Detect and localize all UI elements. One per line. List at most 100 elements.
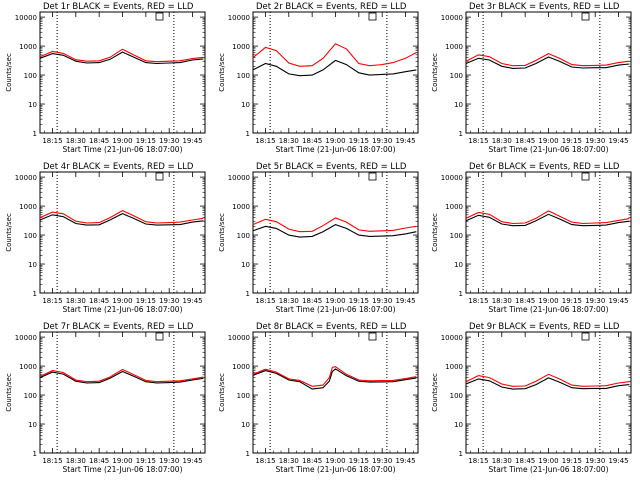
x-axis-label: Start Time (21-Jun-06 18:07:00) [489, 305, 609, 314]
x-tick-label: 19:30 [585, 457, 605, 465]
y-tick-label: 1 [459, 130, 463, 138]
plot-frame [39, 171, 206, 294]
y-tick-label: 10 [454, 421, 463, 429]
x-tick-label: 19:30 [585, 137, 605, 145]
x-tick-label: 18:15 [468, 137, 488, 145]
plot-frame [252, 11, 419, 134]
x-tick-label: 19:45 [182, 457, 202, 465]
x-tick-label: 19:00 [538, 297, 558, 305]
detector-panel: Det 6r BLACK = Events, RED = LLD 1 10 100 10… [431, 162, 632, 314]
plot-frame [39, 331, 206, 454]
y-tick-label: 10000 [228, 14, 250, 22]
x-tick-label: 19:00 [538, 137, 558, 145]
y-tick-label: 100 [237, 72, 250, 80]
legend-marker [581, 172, 590, 181]
x-tick-label: 18:15 [255, 137, 275, 145]
x-tick-label: 18:45 [89, 457, 109, 465]
x-tick-label: 18:30 [492, 137, 512, 145]
x-tick-label: 19:30 [372, 457, 392, 465]
x-tick-label: 18:30 [66, 137, 86, 145]
y-tick-label: 10 [241, 421, 250, 429]
y-tick-label: 10000 [15, 174, 37, 182]
y-tick-label: 10 [28, 421, 37, 429]
x-tick-label: 18:15 [42, 137, 62, 145]
x-tick-label: 19:00 [325, 137, 345, 145]
series-line-events [252, 368, 417, 390]
x-tick-label: 19:45 [182, 297, 202, 305]
series-line-lld [465, 373, 630, 387]
y-tick-label: 10 [454, 261, 463, 269]
x-tick-label: 18:45 [89, 137, 109, 145]
y-tick-label: 1 [246, 450, 250, 458]
y-axis-label: Counts/sec [431, 213, 439, 252]
legend-marker [155, 12, 164, 21]
y-tick-label: 1 [33, 290, 37, 298]
x-tick-label: 18:15 [255, 457, 275, 465]
series-line-events [465, 56, 630, 69]
y-axis-label: Counts/sec [5, 373, 13, 412]
series-line-events [39, 370, 204, 384]
legend-marker [155, 172, 164, 181]
y-tick-label: 100 [24, 72, 37, 80]
x-tick-label: 18:15 [255, 297, 275, 305]
y-tick-label: 10 [241, 101, 250, 109]
legend-marker [368, 332, 377, 341]
y-tick-label: 100 [24, 392, 37, 400]
x-tick-label: 18:30 [492, 457, 512, 465]
x-tick-label: 19:15 [136, 457, 156, 465]
y-tick-label: 10000 [228, 334, 250, 342]
series-line-lld [39, 209, 204, 224]
plot-frame [252, 331, 419, 454]
panel-title: Det 2r BLACK = Events, RED = LLD [256, 2, 407, 12]
x-tick-label: 19:00 [112, 297, 132, 305]
x-tick-label: 19:15 [136, 137, 156, 145]
x-tick-label: 18:45 [515, 297, 535, 305]
series-line-events [252, 59, 417, 77]
legend-marker [155, 332, 164, 341]
x-tick-label: 18:30 [66, 297, 86, 305]
detector-panel: Det 1r BLACK = Events, RED = LLD 1 10 100 10… [5, 2, 206, 154]
panel-title: Det 1r BLACK = Events, RED = LLD [43, 2, 194, 12]
x-tick-label: 19:45 [395, 297, 415, 305]
detector-panel: Det 9r BLACK = Events, RED = LLD 1 10 100 10… [431, 322, 632, 474]
y-tick-label: 10 [28, 101, 37, 109]
x-axis-label: Start Time (21-Jun-06 18:07:00) [276, 305, 396, 314]
panel-title: Det 7r BLACK = Events, RED = LLD [43, 322, 194, 332]
panel-title: Det 5r BLACK = Events, RED = LLD [256, 162, 407, 172]
series-line-events [39, 51, 204, 65]
panel-title: Det 8r BLACK = Events, RED = LLD [256, 322, 407, 332]
y-tick-label: 10000 [228, 174, 250, 182]
legend-marker [368, 12, 377, 21]
y-axis-label: Counts/sec [5, 213, 13, 252]
x-tick-label: 19:15 [562, 297, 582, 305]
x-tick-label: 19:00 [325, 457, 345, 465]
y-tick-label: 1 [33, 130, 37, 138]
x-tick-label: 18:45 [302, 137, 322, 145]
y-axis-label: Counts/sec [218, 53, 226, 92]
series-line-events [39, 212, 204, 226]
y-tick-label: 100 [450, 72, 463, 80]
x-tick-label: 18:15 [42, 457, 62, 465]
x-axis-label: Start Time (21-Jun-06 18:07:00) [276, 465, 396, 474]
x-tick-label: 18:45 [515, 457, 535, 465]
y-tick-label: 1000 [445, 363, 463, 371]
x-tick-label: 19:30 [372, 137, 392, 145]
x-tick-label: 19:00 [325, 297, 345, 305]
panel-title: Det 4r BLACK = Events, RED = LLD [43, 162, 194, 172]
y-tick-label: 10000 [15, 14, 37, 22]
y-tick-label: 100 [450, 392, 463, 400]
x-tick-label: 19:15 [562, 137, 582, 145]
x-tick-label: 18:30 [279, 137, 299, 145]
y-tick-label: 1000 [445, 43, 463, 51]
x-axis-label: Start Time (21-Jun-06 18:07:00) [489, 145, 609, 154]
y-tick-label: 100 [237, 392, 250, 400]
y-tick-label: 10000 [441, 334, 463, 342]
x-tick-label: 18:30 [66, 457, 86, 465]
x-tick-label: 19:45 [608, 297, 628, 305]
x-tick-label: 19:45 [395, 137, 415, 145]
y-tick-label: 1000 [19, 363, 37, 371]
series-line-lld [465, 210, 630, 225]
y-tick-label: 1000 [19, 203, 37, 211]
legend-marker [581, 332, 590, 341]
